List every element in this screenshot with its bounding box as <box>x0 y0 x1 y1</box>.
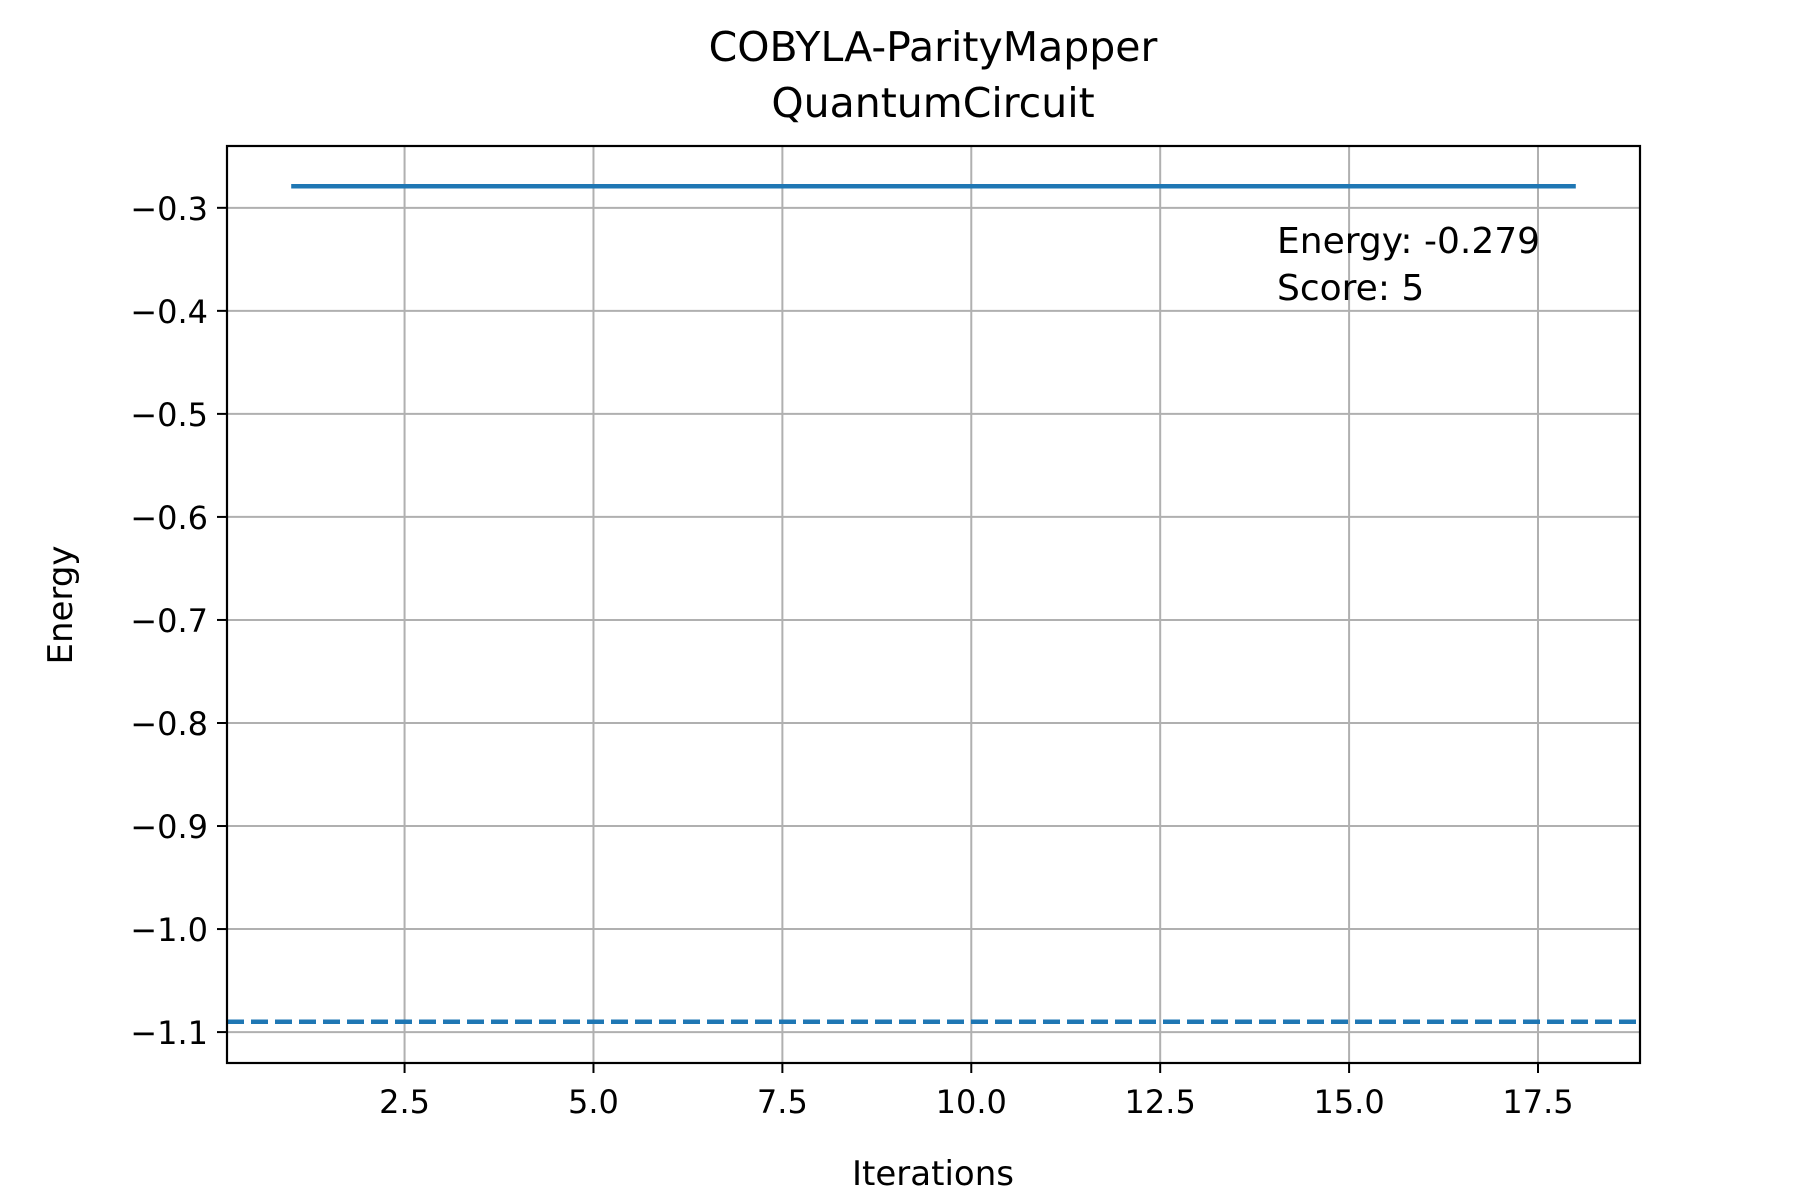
x-tick-label: 10.0 <box>936 1083 1007 1121</box>
annotation-score: Score: 5 <box>1277 268 1424 309</box>
x-tick-label: 12.5 <box>1125 1083 1196 1121</box>
y-tick-label: −0.6 <box>130 499 208 537</box>
y-tick-label: −0.7 <box>130 602 208 640</box>
chart-title-line-2: QuantumCircuit <box>771 79 1094 127</box>
x-tick-label: 7.5 <box>757 1083 808 1121</box>
y-tick-label: −0.4 <box>130 293 208 331</box>
x-tick-label: 2.5 <box>379 1083 430 1121</box>
y-tick-label: −1.1 <box>130 1014 208 1052</box>
plot-frame <box>225 144 1642 1065</box>
x-tick-label: 15.0 <box>1313 1083 1384 1121</box>
y-tick-label: −0.8 <box>130 705 208 743</box>
y-tick-label: −1.0 <box>130 911 208 949</box>
chart-title-line-1: COBYLA-ParityMapper <box>709 23 1158 71</box>
x-tick-label: 5.0 <box>568 1083 619 1121</box>
annotation-energy: Energy: -0.279 <box>1277 221 1540 262</box>
y-axis-label: Energy <box>41 545 81 664</box>
grid-lines <box>227 146 1640 1063</box>
x-tick-label: 17.5 <box>1502 1083 1573 1121</box>
x-axis-label: Iterations <box>852 1154 1014 1194</box>
y-tick-label: −0.3 <box>130 190 208 228</box>
y-tick-label: −0.5 <box>130 396 208 434</box>
y-tick-label: −0.9 <box>130 808 208 846</box>
tick-layer: 2.5 5.0 7.5 10.0 12.5 15.0 17.5 −0.3 −0.4 −0.5 −0.… <box>130 190 1573 1121</box>
series-layer <box>227 183 1640 1025</box>
